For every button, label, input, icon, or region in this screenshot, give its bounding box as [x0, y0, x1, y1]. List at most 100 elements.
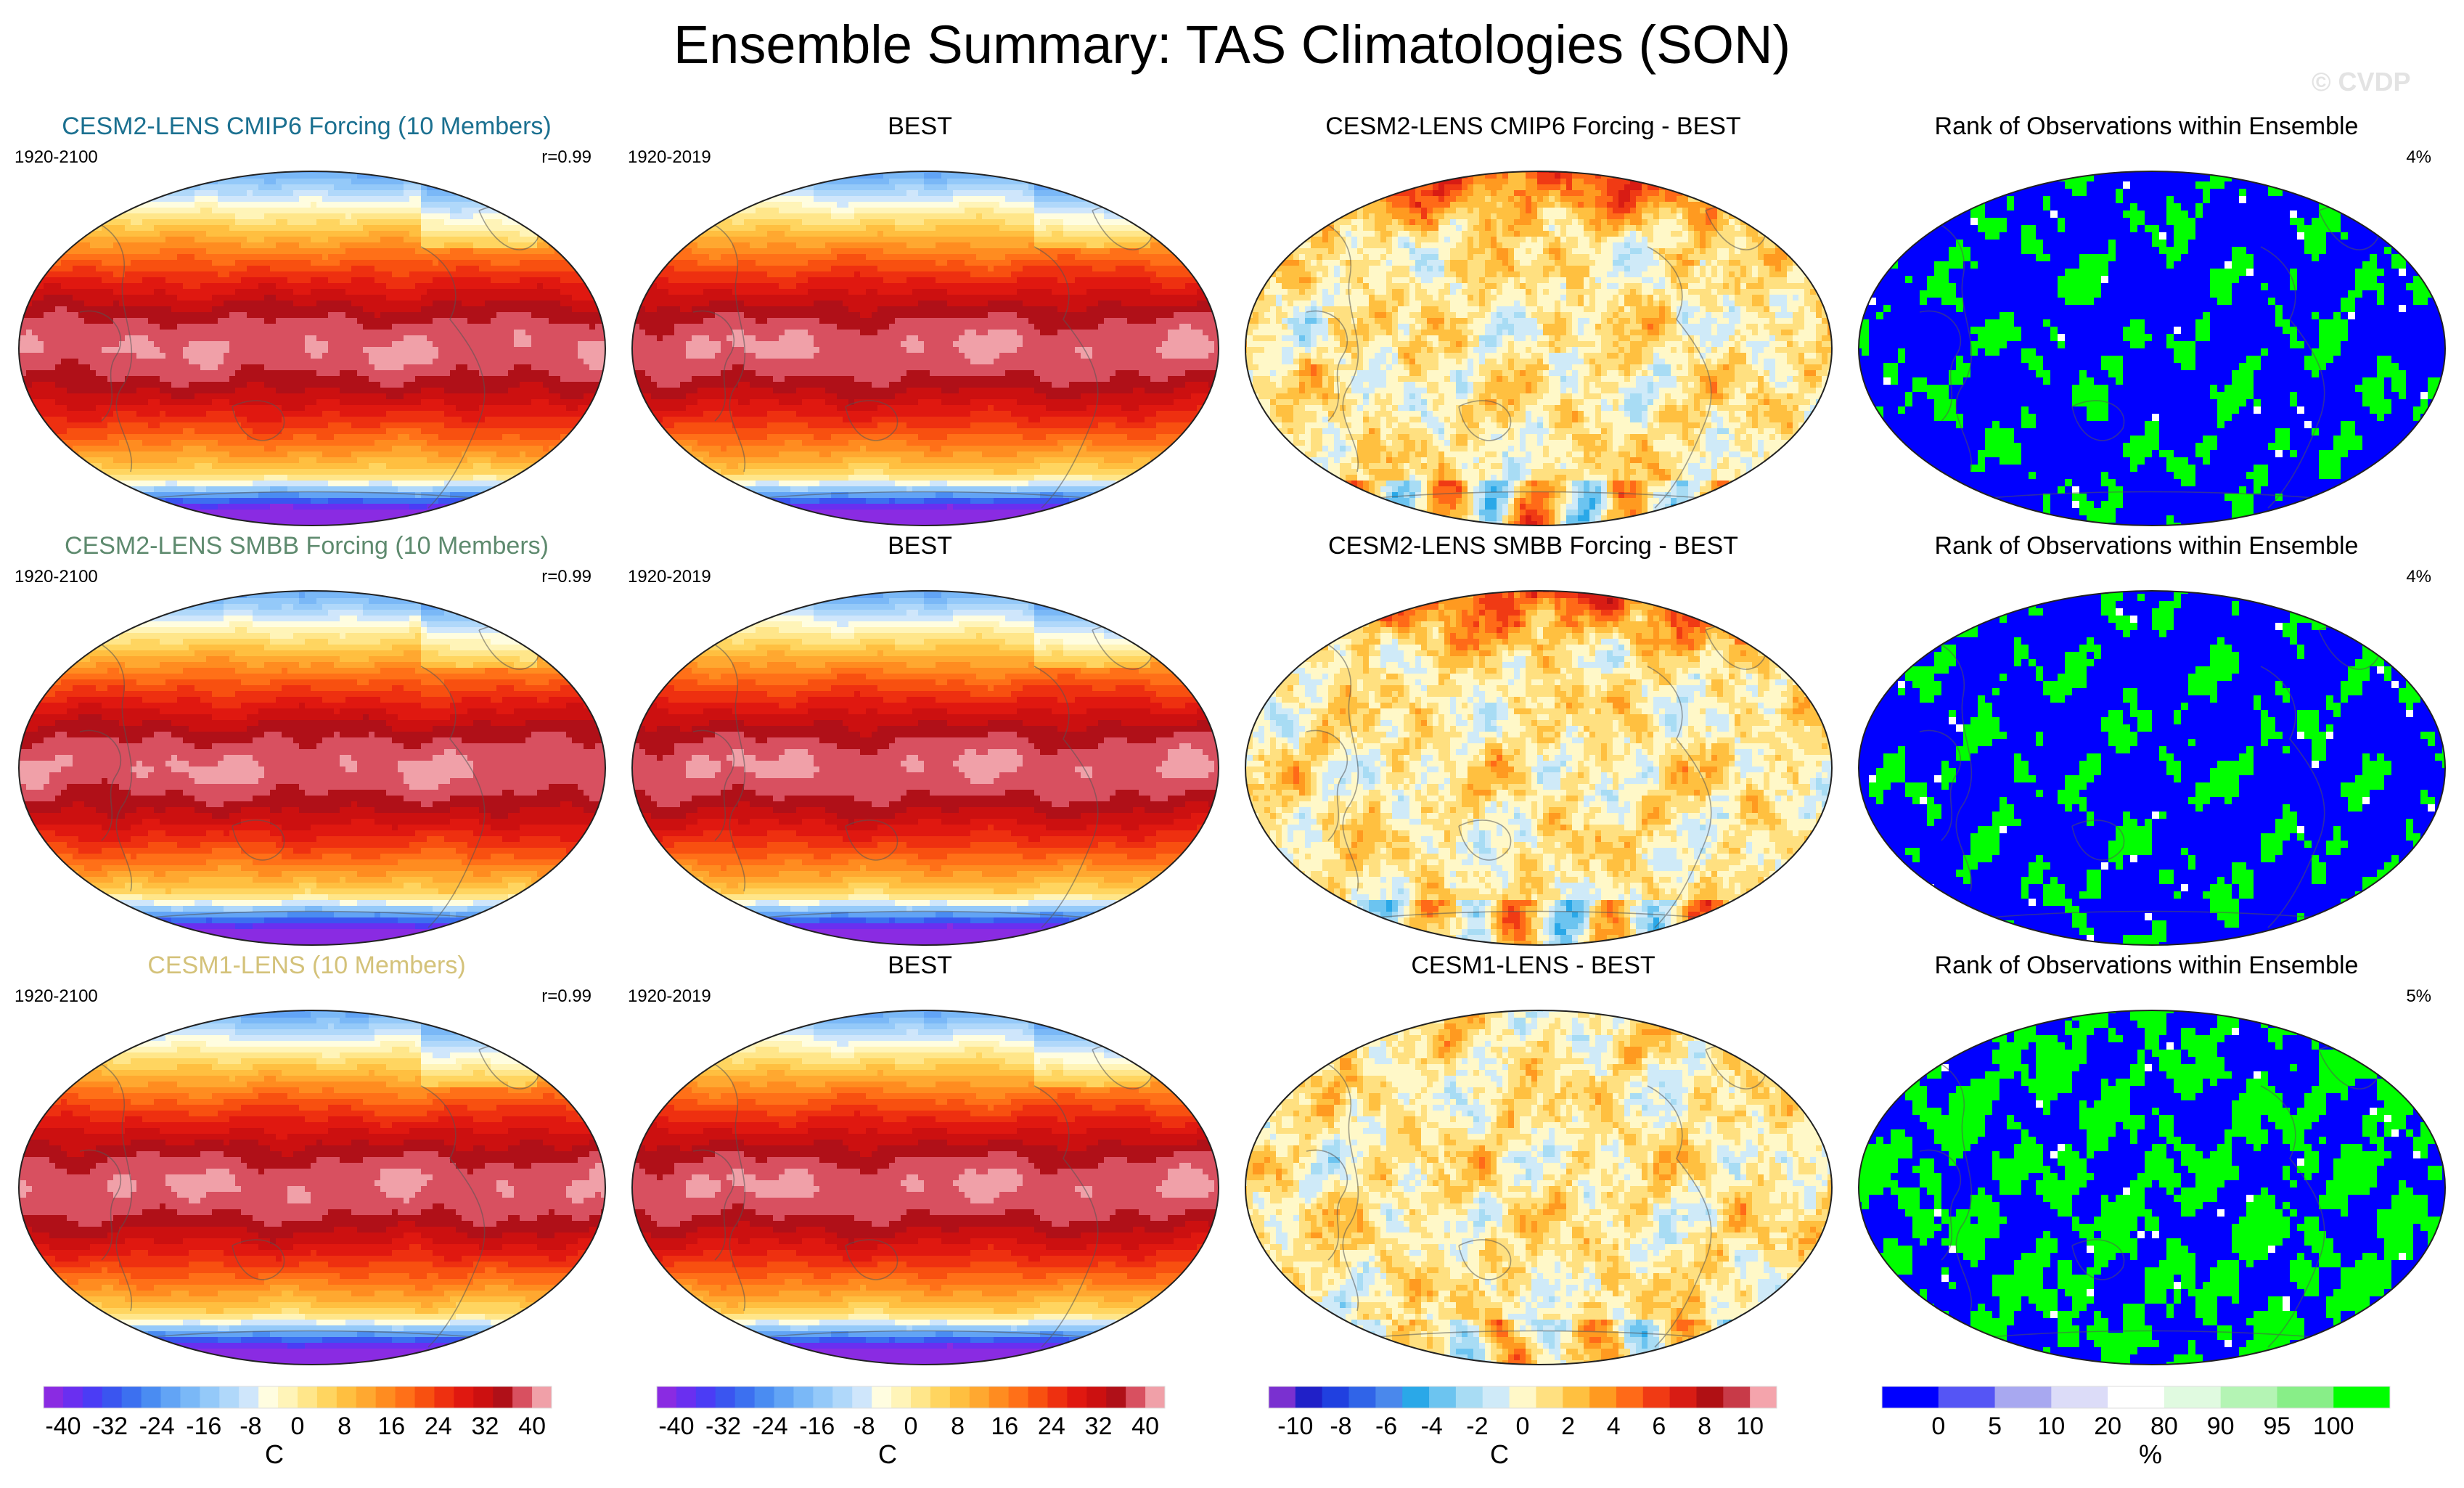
rank-percentage-label: 5% [2406, 986, 2431, 1007]
map-field [1241, 1006, 1836, 1369]
panel-title: CESM2-LENS CMIP6 Forcing - BEST [1227, 110, 1840, 142]
colorbar-swatch [1456, 1386, 1483, 1408]
colorbar-swatch [696, 1386, 716, 1408]
colorbar-tick-label: 8 [1698, 1413, 1711, 1440]
panel-row3-ensemble-mean: CESM1-LENS (10 Members) 1920-2100 r=0.99 [0, 949, 613, 1369]
colorbar-swatch [1750, 1386, 1777, 1408]
panel-title: BEST [613, 530, 1227, 562]
panel-title: CESM2-LENS CMIP6 Forcing (10 Members) [0, 110, 613, 142]
panel-title: BEST [613, 949, 1227, 981]
colorbar-tick-label: 5 [1988, 1413, 2002, 1440]
colorbar-swatch [200, 1386, 219, 1408]
colorbar-swatch [1995, 1386, 2052, 1408]
panel-row2-rank: Rank of Observations within Ensemble 4% [1840, 530, 2453, 949]
map-temperature [15, 167, 610, 530]
period-label: 1920-2019 [628, 566, 711, 588]
map-temperature [15, 1006, 610, 1369]
map-diff-plot [1241, 1006, 1836, 1369]
colorbar-swatch [1563, 1386, 1589, 1408]
colorbar-tick-label: 4 [1607, 1413, 1621, 1440]
panel-row1-difference: CESM2-LENS CMIP6 Forcing - BEST [1227, 110, 1840, 530]
colorbar-tick-label: -32 [705, 1413, 741, 1440]
map-diff-plot [1241, 167, 1836, 530]
colorbar-swatch [1375, 1386, 1402, 1408]
map-field [15, 167, 610, 530]
panel-title: BEST [613, 110, 1227, 142]
panel-title: CESM1-LENS (10 Members) [0, 949, 613, 981]
panel-row1-observations: BEST 1920-2019 [613, 110, 1227, 530]
period-label: 1920-2019 [628, 147, 711, 168]
colorbar-tick-label: 24 [1038, 1413, 1065, 1440]
colorbar-tick-label: 10 [2037, 1413, 2065, 1440]
colorbar-tick-label: 10 [1736, 1413, 1764, 1440]
colorbar-swatch [2221, 1386, 2277, 1408]
panel-title: CESM1-LENS - BEST [1227, 949, 1840, 981]
panel-row1-ensemble-mean: CESM2-LENS CMIP6 Forcing (10 Members) 19… [0, 110, 613, 530]
colorbar-tick-label: -8 [1330, 1413, 1351, 1440]
map-rank-plot [1854, 167, 2449, 530]
colorbar-swatch [1510, 1386, 1536, 1408]
panel-row3-observations: BEST 1920-2019 [613, 949, 1227, 1369]
colorbar-tick-label: 95 [2264, 1413, 2291, 1440]
pattern-correlation-label: r=0.99 [541, 986, 592, 1007]
map-temp-plot [628, 167, 1223, 530]
colorbar-tick-label: 80 [2150, 1413, 2178, 1440]
period-label: 1920-2100 [15, 566, 98, 588]
panel-row3-difference: CESM1-LENS - BEST [1227, 949, 1840, 1369]
colorbar-swatch [1296, 1386, 1322, 1408]
colorbar-swatch [774, 1386, 794, 1408]
colorbar-swatch [1536, 1386, 1563, 1408]
colorbar-swatch [512, 1386, 532, 1408]
colorbar-swatch [1086, 1386, 1106, 1408]
colorbar-swatch [1269, 1386, 1296, 1408]
period-label: 1920-2100 [15, 147, 98, 168]
colorbar-tick-label: -32 [92, 1413, 128, 1440]
colorbar-swatch [1047, 1386, 1067, 1408]
colorbar-swatch [989, 1386, 1009, 1408]
map-field [1241, 167, 1836, 530]
colorbar-tick-label: 0 [1516, 1413, 1530, 1440]
colorbar-swatch [1882, 1386, 1939, 1408]
colorbar-tick-label: -6 [1375, 1413, 1397, 1440]
map-field [628, 167, 1223, 530]
map-field [1854, 167, 2449, 530]
colorbar-swatch [219, 1386, 239, 1408]
panel-title: Rank of Observations within Ensemble [1840, 530, 2453, 562]
colorbar-tick-label: -10 [1277, 1413, 1313, 1440]
colorbar-swatch [891, 1386, 911, 1408]
colorbar-swatch [356, 1386, 376, 1408]
map-difference [1241, 167, 1836, 530]
panel-title: CESM2-LENS SMBB Forcing - BEST [1227, 530, 1840, 562]
panel-row2-observations: BEST 1920-2019 [613, 530, 1227, 949]
colorbar-swatch [716, 1386, 735, 1408]
colorbar-tick-label: -24 [139, 1413, 175, 1440]
colorbar-swatch [454, 1386, 473, 1408]
colorbar-tick-label: -40 [45, 1413, 81, 1440]
rank-percentage-label: 4% [2406, 147, 2431, 168]
colorbar-swatch [278, 1386, 298, 1408]
map-rank-plot [1854, 1006, 2449, 1369]
colorbar-swatch [911, 1386, 930, 1408]
colorbar-tick-label: -4 [1421, 1413, 1443, 1440]
map-field [15, 1006, 610, 1369]
colorbar-tick-label: -40 [658, 1413, 694, 1440]
colorbar-swatch [1126, 1386, 1145, 1408]
map-rank [1854, 586, 2449, 949]
colorbar-swatch [2051, 1386, 2108, 1408]
colorbar-tick-label: 32 [472, 1413, 499, 1440]
colorbar-tick-label: 100 [2313, 1413, 2354, 1440]
colorbar-swatch [755, 1386, 774, 1408]
colorbar-swatch [950, 1386, 970, 1408]
map-temp-plot [628, 1006, 1223, 1369]
colorbar-swatch [2164, 1386, 2221, 1408]
map-difference [1241, 586, 1836, 949]
colorbar-swatch [239, 1386, 258, 1408]
colorbar-swatch [317, 1386, 337, 1408]
colorbar-swatch [970, 1386, 989, 1408]
colorbar-tick-label: -8 [853, 1413, 875, 1440]
colorbar-swatch [2108, 1386, 2164, 1408]
colorbar-swatch [1067, 1386, 1086, 1408]
